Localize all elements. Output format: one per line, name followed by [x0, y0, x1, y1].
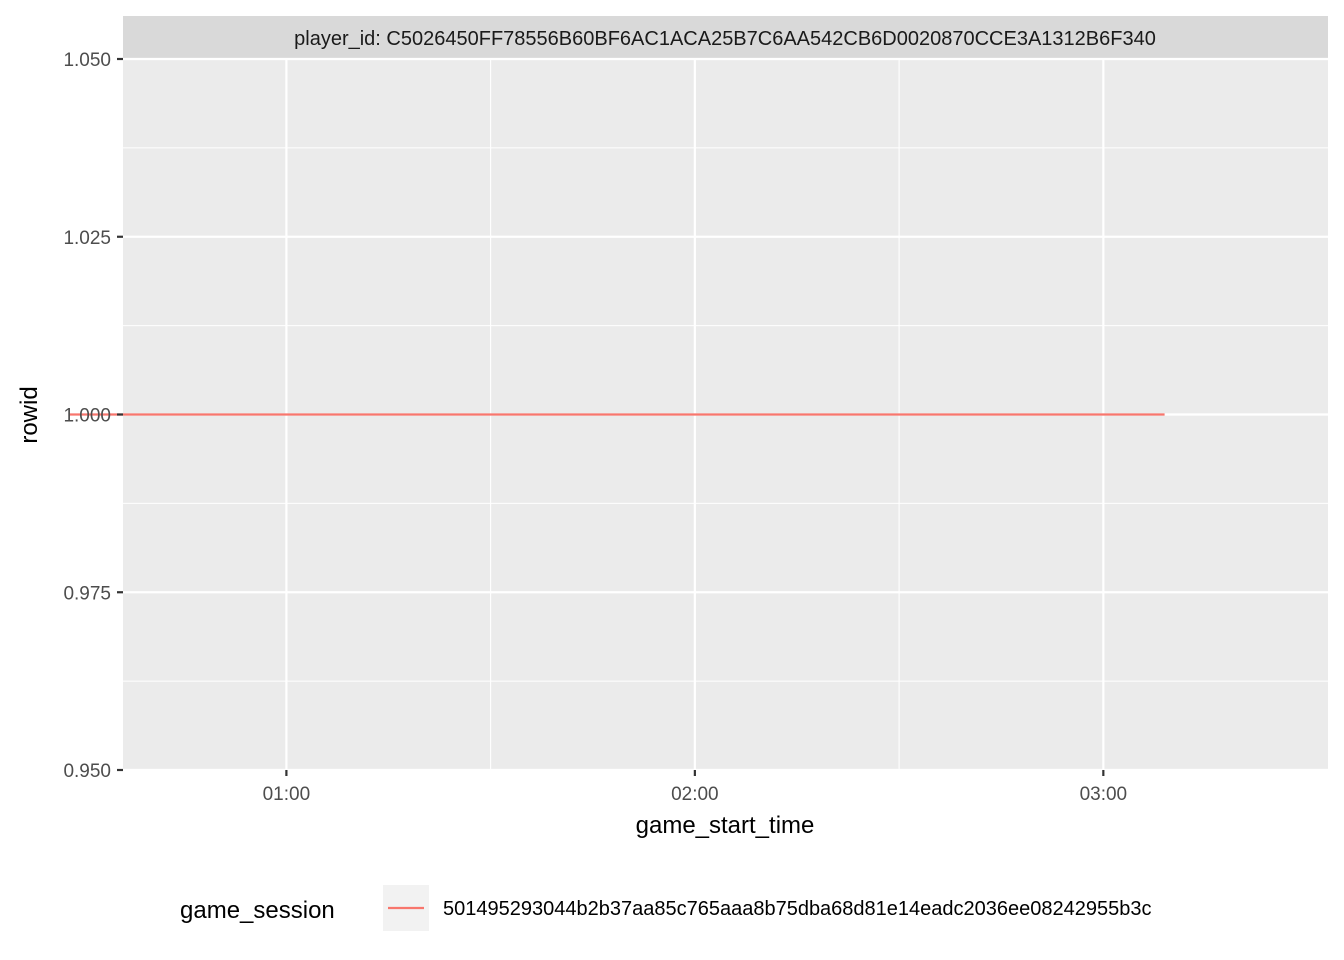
facet-strip: [123, 16, 1328, 59]
y-axis: 0.950 0.975 1.000 1.025 1.050: [63, 50, 123, 782]
legend-entry-label: 501495293044b2b37aa85c765aaa8b75dba68d81…: [443, 898, 1152, 920]
x-tick-label: 01:00: [263, 784, 311, 805]
x-tick-label: 03:00: [1080, 784, 1128, 805]
y-tick-label: 1.025: [63, 228, 111, 249]
x-axis: 01:00 02:00 03:00: [263, 770, 1127, 805]
legend: game_session 501495293044b2b37aa85c765aa…: [180, 885, 1152, 931]
x-axis-title: game_start_time: [636, 812, 815, 839]
grid-major: [123, 57, 1328, 772]
y-tick-label: 1.050: [63, 50, 111, 71]
y-tick-label: 0.950: [63, 761, 111, 782]
y-tick-label: 0.975: [63, 583, 111, 604]
legend-title: game_session: [180, 897, 335, 924]
y-axis-title: rowid: [16, 386, 43, 443]
facet-strip-label: player_id: C5026450FF78556B60BF6AC1ACA25…: [294, 28, 1156, 50]
x-tick-label: 02:00: [671, 784, 719, 805]
y-tick-label: 1.000: [63, 406, 111, 427]
